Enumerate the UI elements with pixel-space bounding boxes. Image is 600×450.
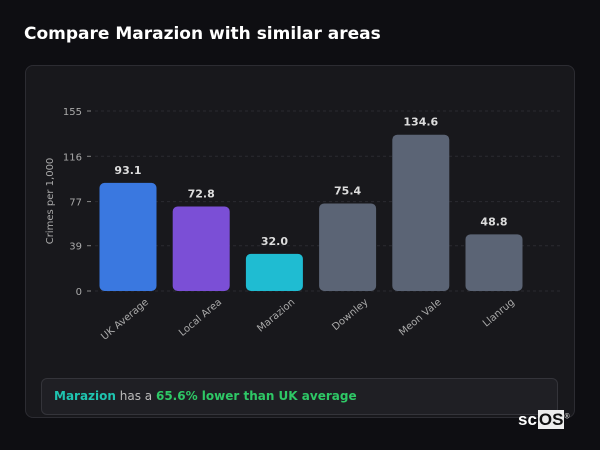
data-label: 93.1: [114, 164, 141, 177]
data-label: 32.0: [261, 235, 288, 248]
x-tick-label: Marazion: [255, 297, 297, 335]
x-tick-label: Downley: [330, 297, 370, 333]
y-tick-label: 116: [63, 152, 82, 163]
summary-area: Marazion: [54, 389, 116, 403]
x-tick-label: Llanrug: [481, 297, 517, 330]
data-label: 134.6: [403, 116, 438, 129]
summary-text: has a: [115, 389, 156, 403]
x-tick-label: UK Average: [99, 297, 151, 343]
y-tick-label: 39: [69, 242, 82, 253]
x-tick-label: Local Area: [177, 297, 224, 339]
bar[interactable]: [172, 206, 230, 291]
y-axis-label: Crimes per 1,000: [45, 158, 56, 245]
y-tick-label: 155: [63, 107, 82, 118]
data-label: 75.4: [334, 184, 361, 197]
data-label: 72.8: [188, 187, 215, 200]
summary-box: Marazion has a 65.6% lower than UK avera…: [41, 378, 558, 415]
bar[interactable]: [392, 134, 450, 291]
bar[interactable]: [99, 182, 157, 291]
y-tick-label: 0: [76, 287, 82, 298]
summary-highlight: 65.6% lower than UK average: [155, 389, 357, 403]
bar[interactable]: [319, 203, 377, 291]
page-title: Compare Marazion with similar areas: [24, 24, 381, 44]
bar[interactable]: [245, 253, 303, 291]
bar[interactable]: [465, 234, 523, 291]
data-label: 48.8: [480, 215, 507, 228]
y-tick-label: 77: [69, 198, 82, 209]
x-tick-label: Meon Vale: [397, 297, 444, 339]
scos-logo: sc OS®: [518, 410, 570, 429]
